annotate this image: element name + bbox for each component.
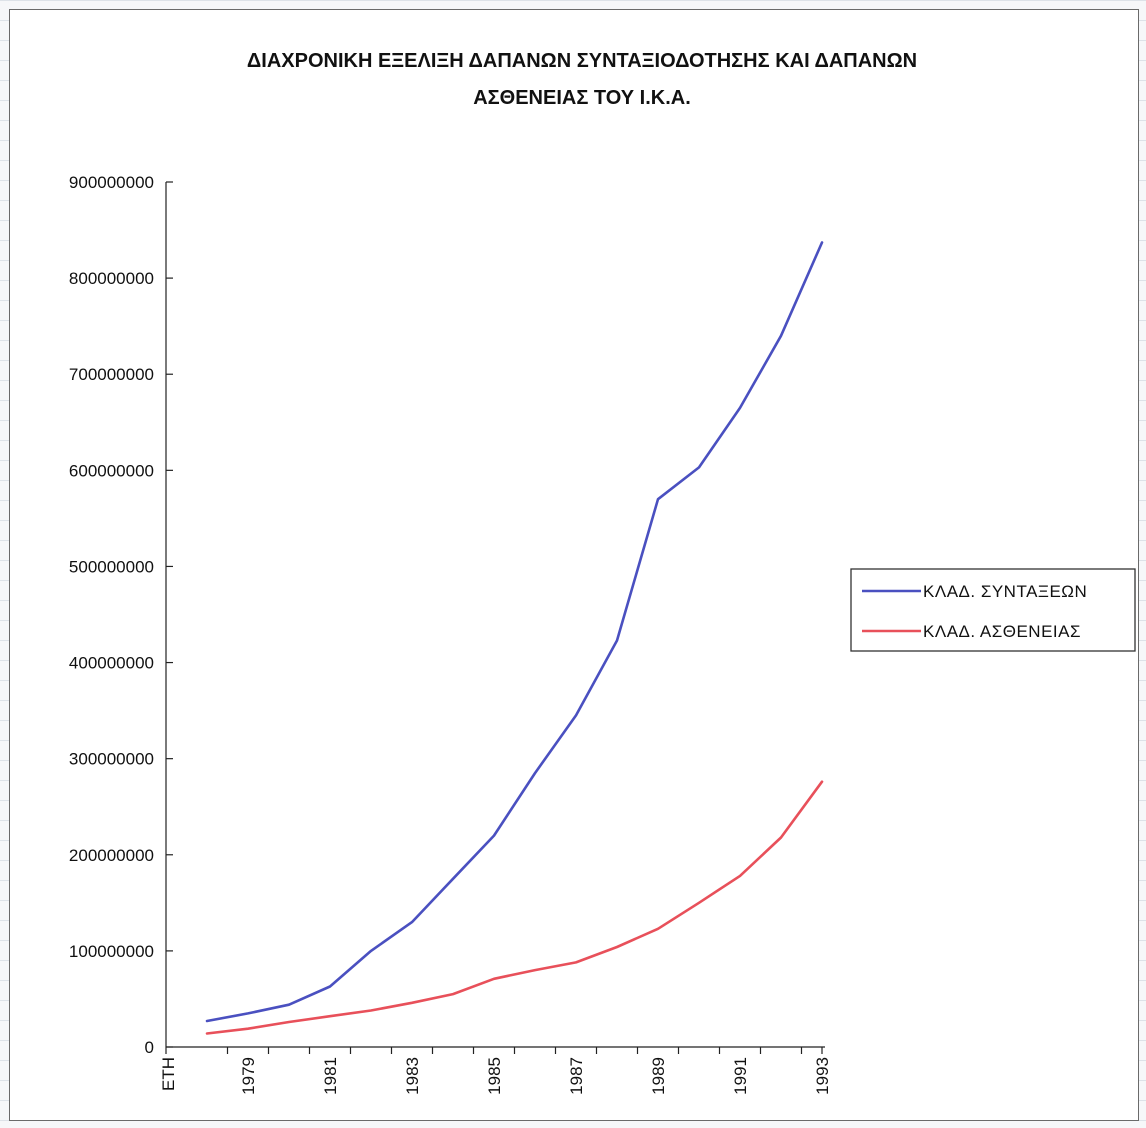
series-line-1 <box>205 780 824 1035</box>
y-tick-label: 200000000 <box>69 846 154 865</box>
y-tick-label: 300000000 <box>69 750 154 769</box>
x-tick-label: 1983 <box>403 1057 422 1095</box>
legend-label-pensions: ΚΛΑΔ. ΣΥΝΤΑΞΕΩΝ <box>923 582 1087 601</box>
y-tick-label: 600000000 <box>69 461 154 480</box>
x-tick-label: 1979 <box>239 1057 258 1095</box>
x-tick-label: 1987 <box>567 1057 586 1095</box>
chart-title-line-2: ΑΣΘΕΝΕΙΑΣ ΤΟΥ Ι.Κ.Α. <box>473 87 691 109</box>
legend-label-sickness: ΚΛΑΔ. ΑΣΘΕΝΕΙΑΣ <box>923 622 1081 641</box>
x-tick-label: 1991 <box>731 1057 750 1095</box>
chart-area[interactable]: ΔΙΑΧΡΟΝΙΚΗ ΕΞΕΛΙΞΗ ΔΑΠΑΝΩΝ ΣΥΝΤΑΞΙΟΔΟΤΗΣ… <box>9 9 1139 1121</box>
y-tick-label: 700000000 <box>69 365 154 384</box>
legend: ΚΛΑΔ. ΣΥΝΤΑΞΕΩΝ ΚΛΑΔ. ΑΣΘΕΝΕΙΑΣ <box>850 568 1136 652</box>
x-tick-label: ΕΤΗ <box>159 1057 178 1091</box>
chart-title-line-1: ΔΙΑΧΡΟΝΙΚΗ ΕΞΕΛΙΞΗ ΔΑΠΑΝΩΝ ΣΥΝΤΑΞΙΟΔΟΤΗΣ… <box>247 50 917 72</box>
line-chart: ΔΙΑΧΡΟΝΙΚΗ ΕΞΕΛΙΞΗ ΔΑΠΑΝΩΝ ΣΥΝΤΑΞΙΟΔΟΤΗΣ… <box>69 50 1136 1095</box>
y-axis: 0 100000000 200000000 300000000 400000000 500… <box>69 173 173 1057</box>
y-tick-label: 400000000 <box>69 654 154 673</box>
x-tick-label: 1989 <box>649 1057 668 1095</box>
x-tick-label: 1981 <box>321 1057 340 1095</box>
series-line-0 <box>205 241 824 1023</box>
y-tick-label: 0 <box>145 1038 154 1057</box>
y-tick-label: 500000000 <box>69 557 154 576</box>
y-tick-label: 800000000 <box>69 269 154 288</box>
y-tick-label: 900000000 <box>69 173 154 192</box>
x-tick-label: 1985 <box>485 1057 504 1095</box>
series-lines <box>205 241 824 1035</box>
legend-box <box>850 568 1136 652</box>
y-tick-label: 100000000 <box>69 942 154 961</box>
x-tick-label: 1993 <box>813 1057 832 1095</box>
x-axis: ΕΤΗ 1979 1981 1983 1985 1987 1989 1991 1993 <box>159 1046 832 1095</box>
